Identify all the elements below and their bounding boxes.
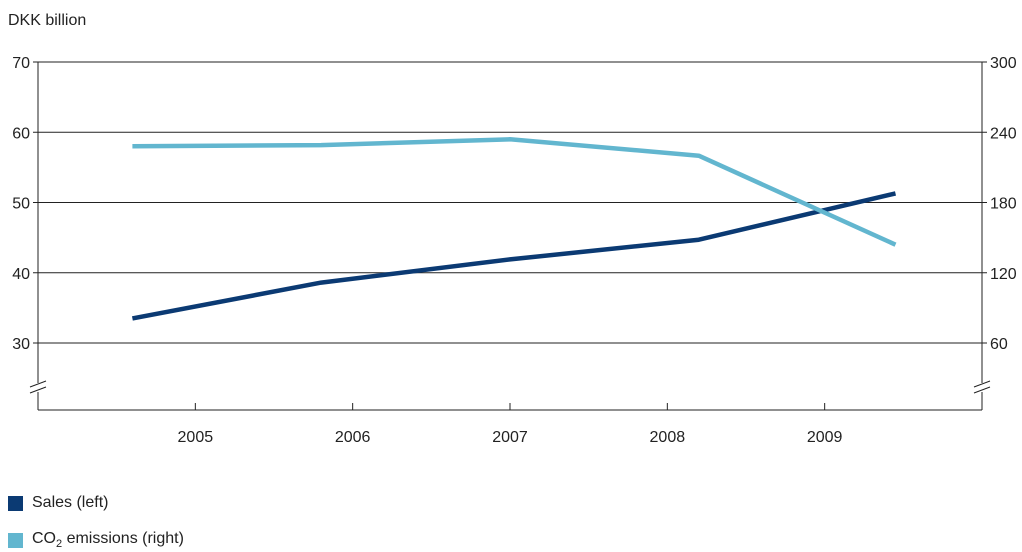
series-line-co2 (132, 137, 897, 247)
axis-break-mark (973, 380, 991, 388)
x-tick-label: 2005 (178, 429, 214, 446)
y-right-tick-label: 120 (990, 266, 1017, 283)
legend-label-co2-subscript: 2 (56, 538, 63, 551)
y-axis-left: 30 40 50 60 70 (12, 55, 38, 353)
series-line-sales (131, 191, 897, 321)
y-axis-unit-label: DKK billion (8, 12, 86, 29)
axis-break-mark (973, 386, 991, 394)
y-left-tick-label: 60 (12, 125, 30, 142)
axis-break-gap (974, 383, 990, 392)
y-right-tick-label: 240 (990, 125, 1017, 142)
y-left-tick-label: 40 (12, 266, 30, 283)
y-left-tick-label: 50 (12, 196, 30, 213)
legend-swatch-co2 (8, 532, 23, 548)
y-right-tick-label: 300 (990, 55, 1017, 72)
x-tick-label: 2008 (650, 429, 686, 446)
x-axis: 2005 2006 2007 2008 2009 (178, 403, 843, 446)
y-right-tick-label: 60 (990, 336, 1008, 353)
y-axis-right: 60 120 180 240 300 (982, 55, 1017, 353)
axis-break-mark (29, 386, 47, 394)
y-left-tick-label: 70 (12, 55, 30, 72)
legend-label-co2-suffix: emissions (right) (62, 530, 184, 547)
x-tick-label: 2006 (335, 429, 371, 446)
y-right-tick-label: 180 (990, 196, 1017, 213)
gridlines (38, 61, 982, 344)
y-left-tick-label: 30 (12, 336, 30, 353)
axis-break-gap (30, 383, 46, 392)
legend-label-sales: Sales (left) (32, 494, 109, 511)
legend-swatch-sales (8, 495, 23, 511)
plot-frame (37, 62, 983, 411)
legend-label-co2-prefix: CO (32, 530, 56, 547)
axis-break-mark (29, 380, 47, 388)
axis-breaks (29, 380, 991, 394)
legend-item-sales: Sales (left) (8, 494, 108, 512)
legend-item-co2: CO2 emissions (right) (8, 530, 184, 550)
x-tick-label: 2009 (807, 429, 843, 446)
x-tick-label: 2007 (492, 429, 528, 446)
series-lines (131, 137, 897, 321)
legend-label-co2: CO2 emissions (right) (32, 530, 184, 550)
